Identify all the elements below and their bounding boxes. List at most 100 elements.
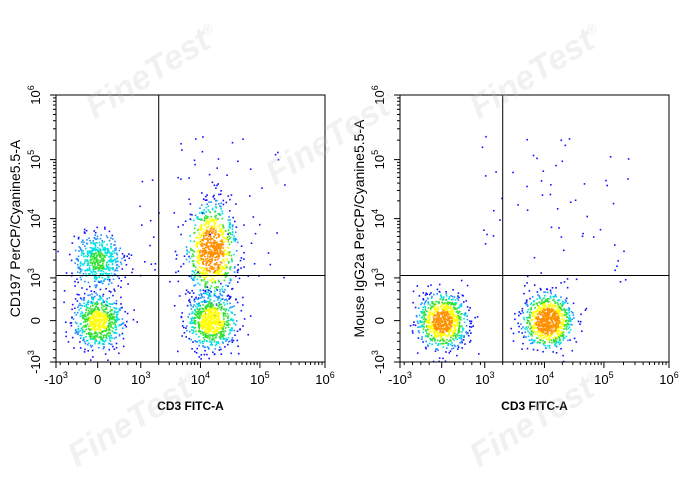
event-point	[558, 343, 561, 346]
event-point	[203, 212, 205, 215]
event-point	[424, 318, 426, 320]
event-point	[247, 333, 249, 336]
event-point	[214, 270, 216, 272]
event-point	[213, 235, 215, 238]
event-point	[456, 354, 458, 357]
event-point	[95, 286, 97, 288]
event-point	[419, 320, 421, 322]
event-point	[461, 313, 463, 315]
event-point	[436, 339, 439, 342]
event-point	[214, 256, 216, 259]
event-point	[409, 324, 412, 327]
event-point	[444, 332, 446, 335]
event-point	[91, 311, 93, 313]
event-point	[77, 258, 80, 261]
event-point	[200, 301, 203, 303]
event-point	[448, 317, 450, 320]
event-point	[529, 324, 531, 326]
event-point	[83, 302, 85, 305]
event-point	[214, 336, 217, 339]
event-point	[449, 317, 452, 320]
event-point	[92, 249, 94, 252]
event-point	[217, 253, 219, 255]
event-point	[437, 311, 439, 313]
event-point	[470, 326, 473, 328]
event-point	[221, 288, 223, 290]
event-point	[57, 250, 59, 253]
event-point	[227, 317, 229, 319]
event-point	[141, 180, 144, 183]
event-point	[203, 312, 205, 315]
event-point	[192, 292, 195, 294]
event-point	[149, 219, 152, 222]
event-point	[204, 330, 207, 332]
event-point	[189, 213, 192, 216]
event-point	[228, 237, 231, 240]
event-point	[216, 269, 218, 272]
event-point	[221, 217, 224, 220]
event-point	[199, 228, 201, 231]
event-point	[445, 351, 447, 353]
event-point	[199, 325, 202, 328]
event-point	[230, 352, 232, 355]
event-point	[560, 236, 563, 238]
event-point	[226, 266, 228, 269]
event-point	[207, 223, 210, 225]
x-axis-label: CD3 FITC-A	[157, 399, 224, 413]
event-point	[545, 305, 547, 308]
event-point	[543, 323, 546, 325]
event-point	[101, 253, 104, 255]
event-point	[78, 294, 80, 296]
event-point	[189, 235, 191, 237]
event-point	[114, 324, 117, 327]
event-point	[144, 261, 146, 263]
event-point	[116, 257, 118, 259]
event-point	[69, 253, 71, 256]
event-point	[95, 335, 97, 337]
event-point	[439, 334, 441, 337]
event-point	[537, 306, 539, 308]
event-point	[428, 328, 430, 331]
event-point	[526, 322, 528, 324]
event-point	[92, 240, 94, 242]
event-point	[450, 328, 452, 330]
event-point	[220, 324, 223, 326]
event-point	[90, 247, 93, 249]
event-point	[102, 247, 105, 250]
event-point	[274, 153, 277, 156]
event-point	[213, 194, 215, 197]
event-point	[207, 336, 209, 339]
event-point	[91, 315, 94, 317]
event-point	[219, 325, 221, 327]
event-point	[89, 256, 92, 258]
event-point	[100, 324, 103, 327]
event-point	[450, 303, 452, 306]
event-point	[96, 308, 99, 310]
event-point	[120, 323, 123, 325]
event-point	[206, 313, 208, 316]
event-point	[212, 281, 215, 283]
event-point	[460, 279, 463, 282]
event-point	[200, 244, 202, 246]
event-point	[209, 279, 211, 282]
event-point	[231, 287, 234, 290]
event-point	[546, 325, 548, 328]
event-point	[219, 252, 221, 254]
event-point	[107, 332, 109, 334]
event-point	[461, 327, 464, 329]
event-point	[110, 308, 112, 311]
event-point	[99, 322, 101, 325]
event-point	[540, 180, 543, 182]
event-point	[102, 282, 104, 285]
event-point	[452, 317, 455, 320]
event-point	[453, 327, 456, 329]
event-point	[85, 315, 87, 318]
event-point	[105, 263, 108, 266]
event-point	[95, 238, 97, 241]
event-point	[463, 335, 465, 337]
event-point	[543, 314, 545, 316]
event-point	[462, 339, 465, 341]
event-point	[205, 282, 208, 285]
event-point	[195, 352, 198, 354]
event-point	[197, 330, 200, 333]
